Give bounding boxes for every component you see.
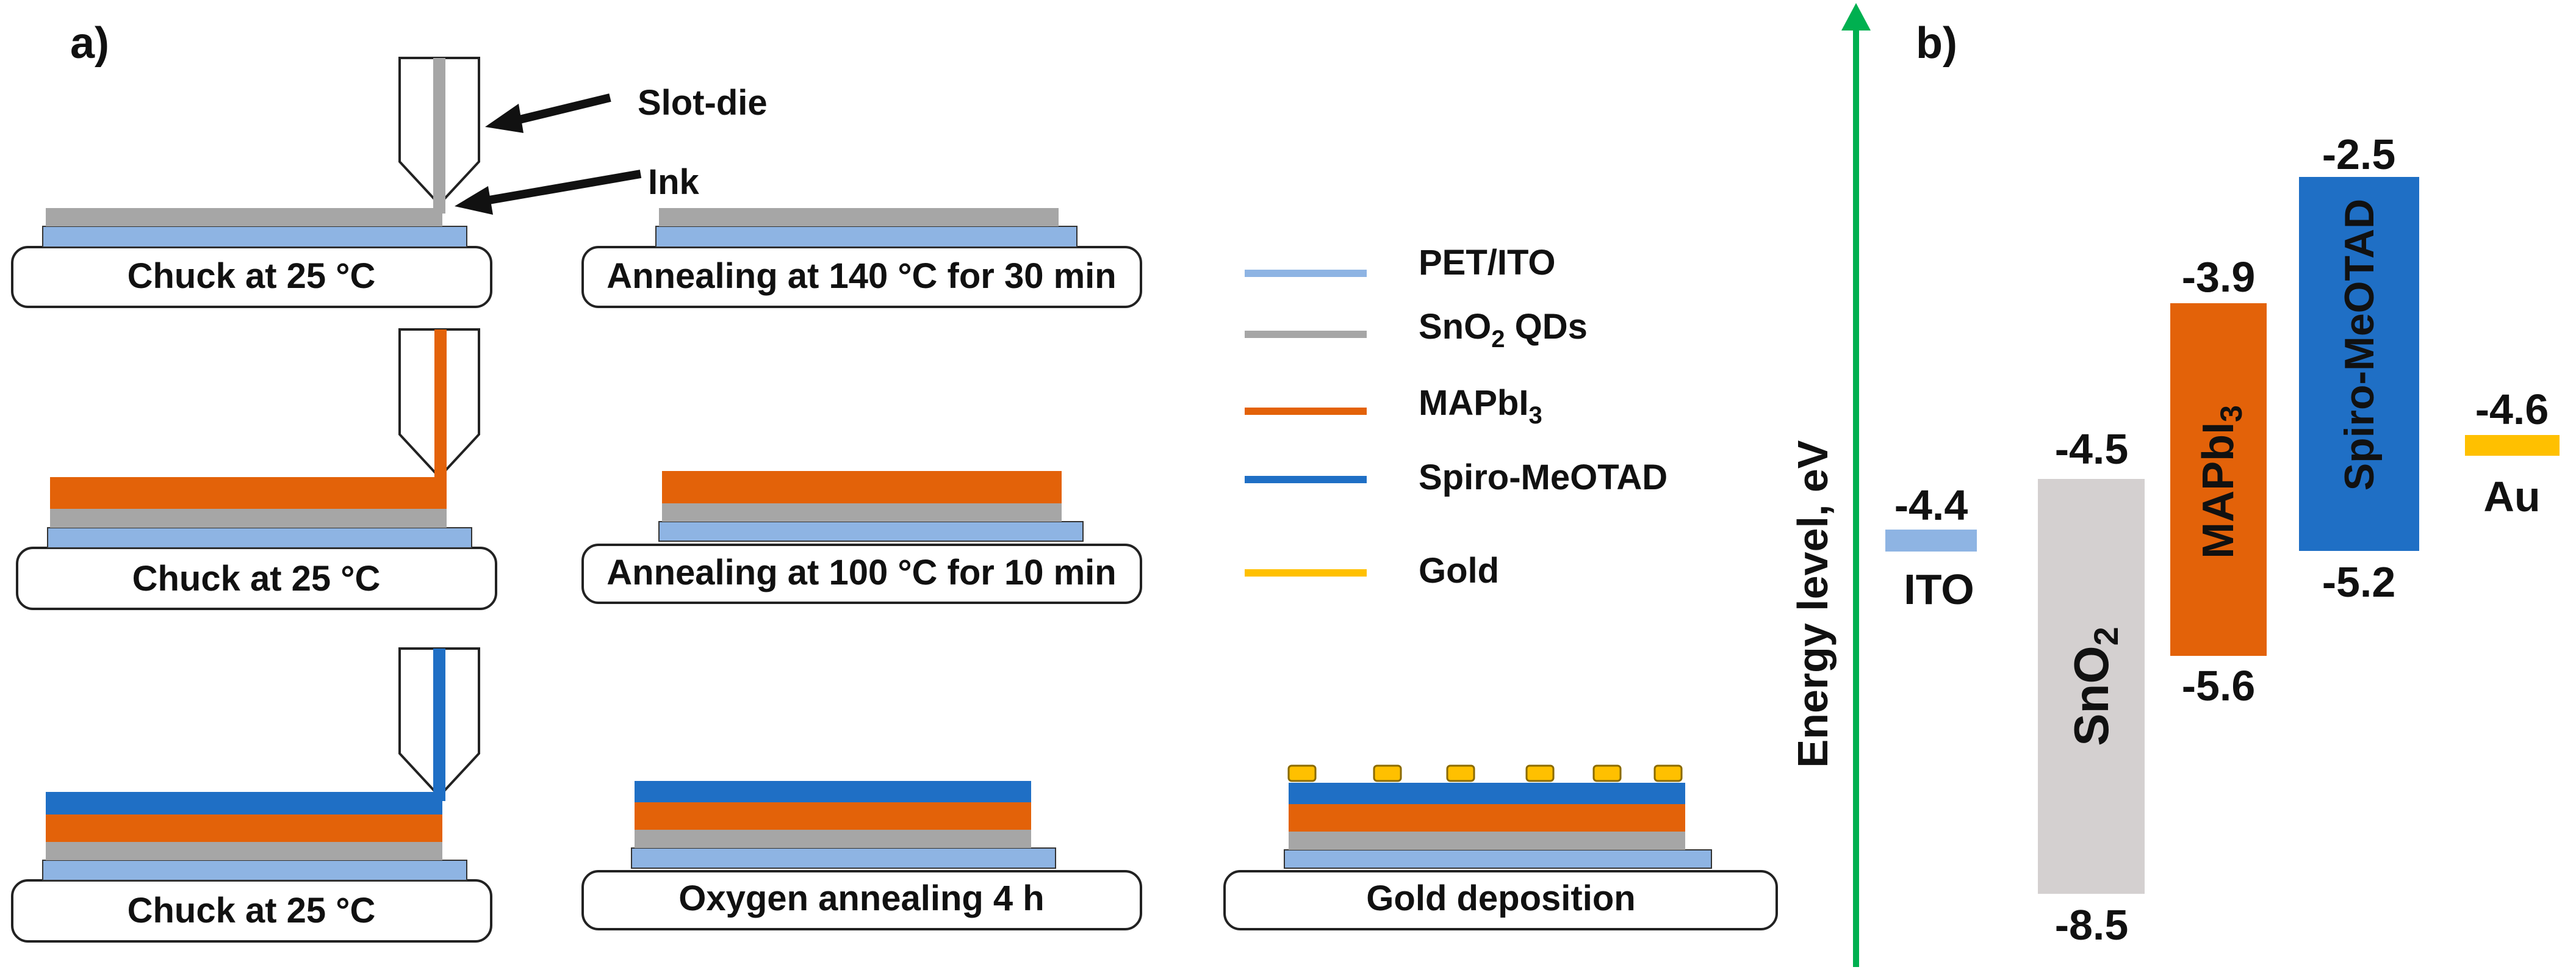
mapbi3-bottom-value: -5.6 [2182, 662, 2256, 710]
pet-ito-substrate [631, 847, 1056, 869]
au-level: -4.6 Au [2465, 386, 2560, 520]
legend-swatch-sno2 [1245, 331, 1367, 338]
gold-contact [1653, 764, 1683, 782]
mapbi3-ink-channel [434, 329, 447, 485]
pet-ito-substrate [42, 860, 467, 881]
energy-axis: Energy level, eV [1789, 3, 1871, 967]
spiro-layer [635, 781, 1031, 802]
mapbi3-layer [662, 471, 1062, 503]
axis-arrow-icon [1841, 3, 1871, 31]
pet-ito-substrate [1284, 849, 1712, 869]
gold-contact [1287, 764, 1317, 782]
row1-coating-stage: Chuck at 25 °C [11, 57, 492, 308]
au-level-value: -4.6 [2475, 386, 2549, 433]
mapbi3-top-value: -3.9 [2182, 253, 2256, 301]
mapbi3-name: MAPbI3 [2194, 405, 2248, 559]
pet-ito-substrate [658, 521, 1084, 542]
sno2-ink-channel [433, 58, 445, 214]
row2-chuck-caption: Chuck at 25 °C [132, 559, 381, 599]
panel-b-label: b) [1916, 19, 1957, 68]
au-name: Au [2483, 473, 2540, 520]
sno2-bottom-value: -8.5 [2055, 901, 2129, 949]
sno2-layer [635, 830, 1031, 848]
spiro-name: Spiro-MeOTAD [2336, 199, 2383, 491]
axis-label: Energy level, eV [1789, 440, 1837, 768]
panel-a-label: a) [70, 19, 109, 68]
spiro-wet-layer [46, 792, 442, 814]
ink-callout: Ink [455, 162, 700, 215]
row3-gold-caption: Gold deposition [1366, 879, 1635, 918]
mapbi3-layer [635, 802, 1031, 830]
ito-bar [1885, 530, 1977, 552]
axis-line [1853, 24, 1859, 967]
mapbi3-wet-layer [50, 477, 447, 509]
sno2-name: SnO2 [2064, 627, 2125, 746]
legend-swatch-gold [1245, 569, 1367, 577]
au-bar [2465, 435, 2560, 456]
sno2-layer [662, 503, 1062, 522]
annealing-platform [581, 544, 1142, 604]
sno2-layer [1289, 832, 1685, 850]
mapbi3-layer [46, 814, 442, 842]
arrow-head-icon [455, 186, 493, 215]
sno2-band: -4.5 -8.5 SnO2 [2038, 425, 2145, 949]
sno2-bar [2038, 479, 2145, 894]
legend-label-ito: PET/ITO [1419, 243, 1556, 282]
layer-legend: PET/ITO SnO2 QDs MAPbI3 Spiro-MeOTAD Gol… [1245, 243, 1668, 591]
legend-swatch-spiro [1245, 476, 1367, 483]
row3-gold-stage: Gold deposition [1223, 764, 1778, 930]
sno2-layer [659, 208, 1059, 226]
deposition-platform [1223, 870, 1778, 930]
pet-ito-substrate [47, 527, 472, 548]
pet-ito-substrate [42, 226, 467, 248]
spiro-bar [2299, 177, 2419, 551]
ito-level-value: -4.4 [1894, 481, 1968, 529]
ito-level: -4.4 ITO [1885, 481, 1977, 613]
row2-annealing-caption: Annealing at 100 °C for 10 min [606, 553, 1116, 592]
legend-swatch-mapbi3 [1245, 408, 1367, 415]
gold-contact [1373, 764, 1402, 782]
legend-label-spiro: Spiro-MeOTAD [1419, 458, 1668, 497]
mapbi3-band: -3.9 -5.6 MAPbI3 [2170, 253, 2267, 710]
sno2-top-value: -4.5 [2055, 425, 2129, 473]
ito-name: ITO [1904, 566, 1974, 613]
annealing-platform [581, 870, 1142, 930]
sno2-layer [46, 842, 442, 860]
ink-label: Ink [648, 162, 700, 202]
mapbi3-bar [2170, 303, 2267, 656]
row2-annealing-stage: Annealing at 100 °C for 10 min [581, 471, 1142, 604]
legend-swatch-ito [1245, 270, 1367, 277]
spiro-bottom-value: -5.2 [2322, 558, 2396, 606]
row3-chuck-caption: Chuck at 25 °C [128, 891, 376, 930]
spiro-top-value: -2.5 [2322, 131, 2396, 178]
sno2-wet-layer [46, 208, 442, 226]
row1-annealing-stage: Annealing at 140 °C for 30 min [581, 208, 1142, 308]
row3-oxygen-caption: Oxygen annealing 4 h [678, 879, 1044, 918]
gold-contact [1592, 764, 1622, 782]
spiro-ink-channel [433, 649, 445, 801]
mapbi3-layer [1289, 804, 1685, 832]
gold-contact [1446, 764, 1475, 782]
slot-die-label: Slot-die [638, 83, 768, 123]
row1-chuck-caption: Chuck at 25 °C [128, 256, 376, 296]
row3-coating-stage: Chuck at 25 °C [11, 647, 492, 943]
sno2-layer [50, 509, 447, 528]
legend-label-gold: Gold [1419, 551, 1499, 591]
row2-coating-stage: Chuck at 25 °C [16, 328, 497, 610]
legend-label-sno2: SnO2 QDs [1419, 307, 1588, 353]
slot-die-callout: Slot-die [485, 83, 768, 133]
spiro-layer [1289, 783, 1685, 804]
row3-oxygen-stage: Oxygen annealing 4 h [581, 781, 1142, 930]
gold-contact [1525, 764, 1555, 782]
legend-label-mapbi3: MAPbI3 [1419, 383, 1542, 429]
row1-annealing-caption: Annealing at 140 °C for 30 min [606, 256, 1116, 296]
spiro-band: -2.5 -5.2 Spiro-MeOTAD [2299, 131, 2419, 606]
arrow-head-icon [485, 104, 523, 133]
pet-ito-substrate [655, 226, 1078, 248]
